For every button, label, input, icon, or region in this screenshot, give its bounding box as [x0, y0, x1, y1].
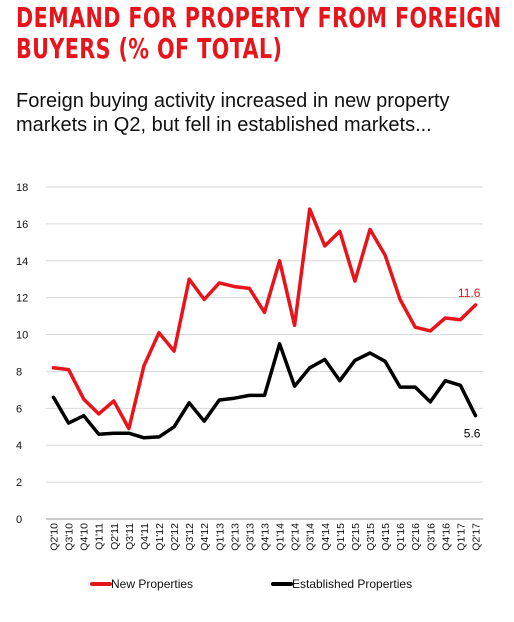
legend-label: Established Properties [292, 577, 412, 591]
legend-label: New Properties [111, 577, 193, 591]
x-tick-label: Q4'13 [260, 523, 272, 551]
end-label-new-properties: 11.6 [458, 286, 481, 300]
y-axis-ticks: 0 2 4 6 8 10 12 14 16 18 [16, 182, 28, 526]
y-tick-label: 2 [16, 477, 22, 489]
x-tick-label: Q4'16 [440, 523, 452, 551]
x-tick-label: Q2'15 [350, 523, 362, 551]
chart-subtitle: Foreign buying activity increased in new… [16, 90, 450, 136]
x-tick-label: Q2'17 [470, 523, 482, 551]
x-tick-label: Q2'16 [410, 523, 422, 551]
x-tick-label: Q2'12 [169, 523, 181, 551]
x-tick-label: Q1'15 [335, 523, 347, 551]
y-tick-label: 18 [16, 182, 28, 194]
chart-title-line2: BUYERS (% OF TOTAL) [16, 32, 283, 65]
x-tick-label: Q3'10 [64, 523, 76, 551]
series-line-established-properties [51, 342, 478, 440]
legend: New Properties Established Properties [90, 577, 412, 591]
series-lines [51, 207, 478, 440]
y-tick-label: 14 [16, 256, 28, 268]
gridlines [46, 186, 483, 520]
x-tick-label: Q3'11 [124, 523, 136, 550]
x-tick-label: Q4'12 [199, 523, 211, 551]
x-tick-label: Q1'11 [94, 523, 106, 550]
x-tick-label: Q4'15 [380, 523, 392, 551]
x-tick-label: Q1'12 [154, 523, 166, 551]
x-tick-label: Q3'13 [244, 523, 256, 551]
x-tick-label: Q2'13 [229, 523, 241, 551]
x-tick-label: Q1'13 [214, 523, 226, 551]
y-tick-label: 16 [16, 219, 28, 231]
x-tick-label: Q4'14 [320, 523, 332, 551]
x-tick-label: Q1'17 [455, 523, 467, 551]
end-labels: 11.6 5.6 [458, 286, 481, 441]
x-tick-label: Q4'11 [139, 523, 151, 550]
x-tick-label: Q3'12 [184, 523, 196, 551]
x-tick-label: Q4'10 [79, 523, 91, 551]
x-axis-ticks: Q2'10 Q3'10 Q4'10 Q1'11 Q2'11 Q3'11 Q4'11 Q1'12… [49, 523, 483, 551]
x-tick-label: Q2'14 [290, 523, 302, 551]
x-tick-label: Q3'14 [305, 523, 317, 551]
x-tick-label: Q2'11 [109, 523, 121, 550]
x-tick-label: Q1'16 [395, 523, 407, 551]
x-tick-label: Q2'10 [49, 523, 61, 551]
x-tick-label: Q1'14 [275, 523, 287, 551]
y-tick-label: 8 [16, 366, 22, 378]
series-line-new-properties [51, 207, 478, 431]
y-tick-label: 4 [16, 440, 22, 452]
y-tick-label: 10 [16, 330, 28, 342]
y-tick-label: 12 [16, 293, 28, 305]
y-tick-label: 0 [16, 514, 22, 526]
end-label-established-properties: 5.6 [464, 427, 481, 441]
y-tick-label: 6 [16, 403, 22, 415]
x-tick-label: Q3'16 [425, 523, 437, 551]
x-tick-label: Q3'15 [365, 523, 377, 551]
